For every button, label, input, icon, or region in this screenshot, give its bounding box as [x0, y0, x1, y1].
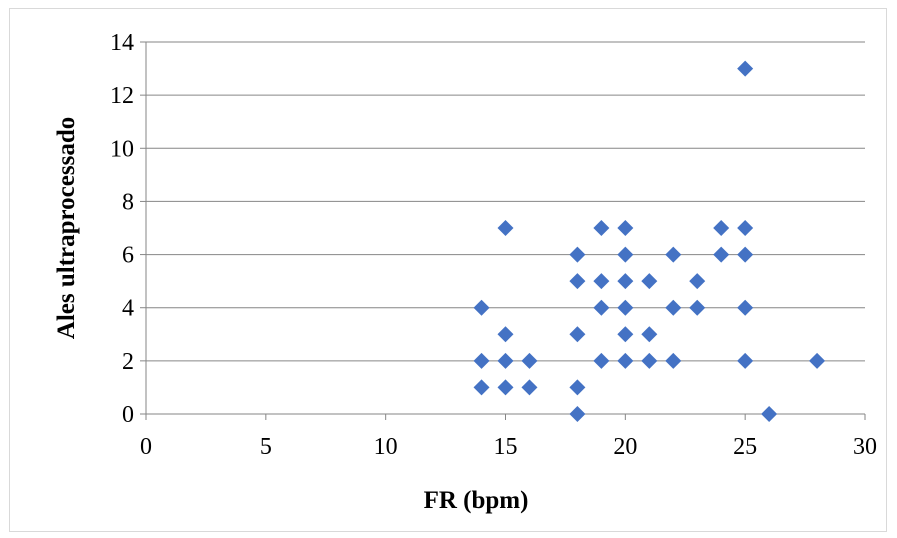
y-tick-labels: 0 2 4 6 8 10 12 14: [110, 30, 134, 428]
data-point: [497, 379, 514, 396]
y-tick-label: 4: [122, 296, 134, 322]
data-point: [689, 299, 706, 316]
data-point: [617, 273, 634, 290]
data-point: [593, 273, 610, 290]
data-point: [737, 352, 754, 369]
data-point: [497, 352, 514, 369]
data-point: [617, 299, 634, 316]
data-point: [593, 299, 610, 316]
data-point: [641, 273, 658, 290]
data-point: [737, 220, 754, 236]
data-point: [713, 220, 730, 236]
y-axis-title: Ales ultraprocessado: [53, 117, 80, 339]
data-point: [617, 246, 634, 263]
data-point: [521, 379, 538, 396]
data-point: [641, 326, 658, 343]
x-tick-label: 20: [613, 434, 637, 460]
data-point: [641, 352, 658, 369]
y-tick-label: 14: [110, 30, 134, 56]
data-point: [665, 352, 682, 369]
data-point: [617, 352, 634, 369]
gridlines: [146, 41, 865, 362]
y-tick-label: 6: [122, 243, 134, 269]
data-point: [473, 299, 490, 316]
data-points: [473, 60, 826, 422]
y-tick-label: 8: [122, 189, 134, 215]
data-point: [617, 326, 634, 343]
data-point: [665, 299, 682, 316]
axes: [140, 41, 866, 420]
data-point: [569, 406, 586, 422]
data-point: [521, 352, 538, 369]
x-tick-label: 0: [140, 434, 152, 460]
data-point: [665, 246, 682, 263]
data-point: [497, 326, 514, 343]
data-point: [569, 326, 586, 343]
x-tick-label: 10: [374, 434, 398, 460]
data-point: [737, 246, 754, 263]
y-tick-label: 0: [122, 402, 134, 428]
data-point: [569, 379, 586, 396]
x-tick-labels: 0 5 10 15 20 25 30: [140, 434, 877, 460]
data-point: [569, 273, 586, 290]
x-tick-label: 25: [733, 434, 757, 460]
data-point: [617, 220, 634, 236]
data-point: [569, 246, 586, 263]
x-tick-label: 15: [494, 434, 518, 460]
y-tick-label: 12: [110, 83, 134, 109]
data-point: [473, 352, 490, 369]
data-point: [809, 352, 826, 369]
y-tick-label: 2: [122, 349, 134, 375]
x-tick-label: 5: [260, 434, 272, 460]
y-tick-label: 10: [110, 136, 134, 162]
data-point: [761, 406, 778, 422]
data-point: [689, 273, 706, 290]
data-point: [737, 299, 754, 316]
data-point: [737, 60, 754, 77]
data-point: [593, 220, 610, 236]
data-point: [713, 246, 730, 263]
x-axis-title: FR (bpm): [424, 487, 529, 514]
data-point: [473, 379, 490, 396]
data-point: [593, 352, 610, 369]
x-tick-label: 30: [853, 434, 877, 460]
data-point: [497, 220, 514, 236]
